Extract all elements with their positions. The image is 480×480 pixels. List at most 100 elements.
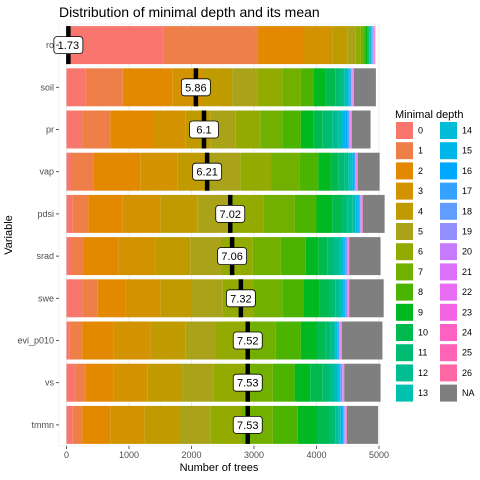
bar-segment [365,26,368,65]
bar-segment [340,363,341,402]
x-tick-label: 2000 [181,450,201,460]
y-tick-label: evi_p010 [17,336,54,346]
bar-segment [330,321,334,360]
bar-segment [355,26,361,65]
y-tick-label: pdsi [37,209,54,219]
bar-segment [71,237,84,276]
legend-label: 0 [418,126,423,136]
legend-key [396,324,413,341]
bar-segment [182,363,214,402]
bar-segment [348,110,350,149]
bar-segment [341,68,345,107]
legend-label: 11 [418,348,427,358]
bar-segment [294,194,317,233]
bar-segment [351,68,352,107]
legend-key [396,283,413,301]
bar-segment [97,279,126,318]
bar-segment [304,26,333,65]
bar-segment [339,237,342,276]
bar-segment [66,363,76,402]
bar-segment [316,321,326,360]
legend-key [440,122,457,139]
legend-key [440,384,457,402]
bar-segment [144,405,179,444]
legend-label: 5 [418,227,423,237]
legend-label: 20 [462,247,472,257]
bar-segment [82,110,111,149]
bar-segment [304,279,320,318]
bar-segment [322,110,333,149]
bar-segment [371,26,372,65]
bar-segment [335,405,339,444]
bar-segment [66,405,73,444]
bar-segment [346,279,348,318]
y-tick-label: swe [38,293,54,303]
bar-segment [316,194,333,233]
bar-segment [93,152,141,191]
bar-segment [263,194,295,233]
bar-segment [282,68,301,107]
bar-segment [338,152,345,191]
x-tick-label: 4000 [306,450,326,460]
legend-key [440,324,457,341]
x-axis-ticks: 0 1000 2000 3000 4000 5000 [64,446,389,460]
bar-segment [282,110,301,149]
bar-segment [154,110,186,149]
legend-key [440,142,457,160]
bar-segment [155,237,191,276]
bar-segment [341,363,343,402]
legend-label: 4 [418,206,423,216]
legend: Minimal depth 01234567891011121314151617… [395,109,475,402]
bar-segment [319,279,329,318]
bar-segment [305,237,319,276]
bar-segment [367,26,369,65]
bar-segment [294,363,311,402]
legend-key [396,122,413,139]
bar-segment [351,110,371,149]
bar-segment [354,68,376,107]
y-tick-label: tmmn [32,420,55,430]
bar-segment [341,279,344,318]
legend-label: 15 [462,146,472,156]
bar-segment [275,321,301,360]
bar-segment [72,194,89,233]
bar-segment [66,110,83,149]
bar-segment [334,321,336,360]
legend-label: 12 [418,368,428,378]
mean-label: 6.1 [196,125,211,137]
legend-key [440,283,457,301]
bar-segment [357,194,359,233]
y-tick-label: vap [39,167,54,177]
legend-label: 13 [418,388,428,398]
bar-segment [347,26,356,65]
bar-segment [122,68,173,107]
bar-segment [332,194,342,233]
legend-key [396,344,413,362]
bar-segment [191,279,223,318]
bar-segment [163,26,258,65]
mean-label: 7.32 [230,293,251,305]
legend-key [396,384,413,402]
legend-key [396,142,413,160]
bar-segment [352,194,356,233]
bar-segment [363,26,366,65]
mean-label-box [232,331,263,350]
bar-segment [341,321,383,360]
mean-label: 1.73 [58,40,79,52]
legend-key [440,364,457,382]
bar-segment [344,110,346,149]
bar-segment [257,26,304,65]
legend-key [440,243,457,261]
bar-segment [330,152,339,191]
mean-label-box [232,373,263,392]
bar-segment [343,279,345,318]
bar-segment [110,110,154,149]
bar-segment [338,405,341,444]
legend-label: 2 [418,166,423,176]
bar-segment [66,279,83,318]
bar-segment [150,321,186,360]
bar-segment [368,26,370,65]
bar-segment [338,363,340,402]
bar-segment [354,152,355,191]
bar-segment [69,321,83,360]
